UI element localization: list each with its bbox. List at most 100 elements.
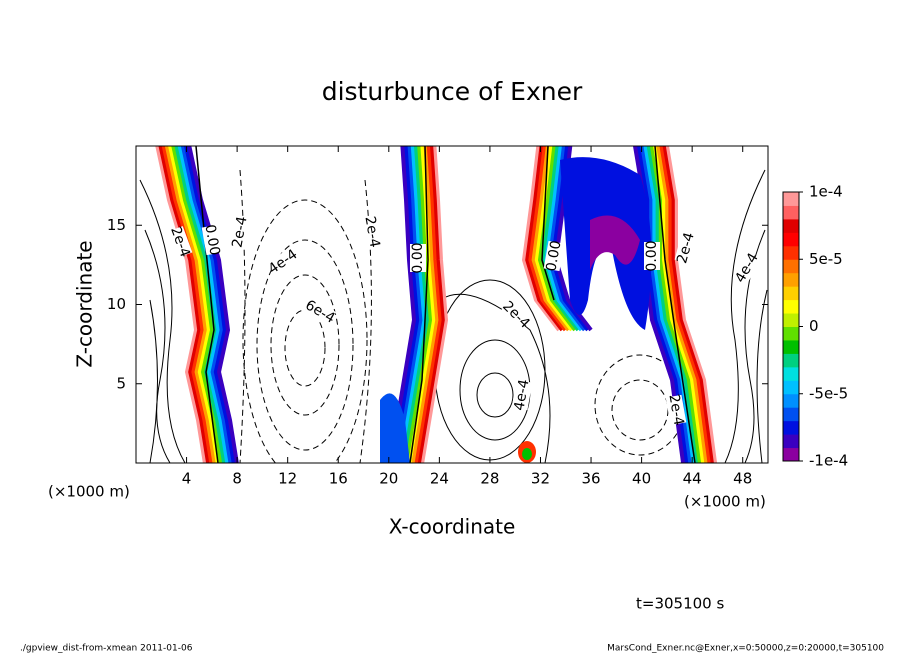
y-tick-label: 10	[107, 295, 126, 313]
contour-label: 2e-4	[499, 298, 533, 332]
label-bg	[167, 226, 193, 258]
colorbar-band	[783, 339, 799, 354]
shade-band	[397, 146, 426, 463]
colorbar-band	[783, 313, 799, 327]
zero-contour	[195, 146, 219, 463]
shade-band	[652, 146, 705, 463]
label-bg	[303, 298, 337, 326]
shade-band	[404, 146, 433, 463]
shade-band	[410, 146, 439, 463]
colorbar-band	[783, 393, 799, 408]
contour-label: 0.00	[410, 242, 426, 273]
shade-blob	[590, 215, 640, 270]
shade-band	[391, 146, 420, 463]
colorbar-band	[783, 286, 799, 301]
x-tick-label: 32	[531, 470, 550, 488]
shade-band	[534, 146, 574, 332]
shade-band	[158, 146, 211, 463]
shade-band	[528, 146, 567, 332]
contour-label: 4e-4	[732, 250, 762, 285]
shade-band	[388, 146, 417, 463]
contour-field: 2e-4 0.00 2e-44e-46e-42e-40.002e-44e-40.00…	[139, 146, 768, 463]
colorbar-band	[783, 205, 799, 220]
shade-band	[171, 146, 223, 463]
colorbar-band	[783, 326, 799, 341]
time-label: t=305100 s	[636, 595, 724, 613]
colorbar-band	[783, 232, 799, 247]
shade-band	[537, 146, 577, 332]
label-bg	[266, 247, 300, 277]
x-tick-label: 20	[379, 470, 398, 488]
x-axis-label: X-coordinate	[389, 515, 516, 539]
shade-band	[642, 146, 695, 463]
colorbar-band	[783, 353, 799, 368]
y-axis-label: Z-coordinate	[73, 240, 97, 367]
shade-band	[639, 146, 692, 463]
shade-band	[413, 146, 442, 463]
label-bg	[410, 244, 426, 272]
shade-band	[541, 146, 580, 332]
shade-band	[174, 146, 227, 463]
x-tick-label: 12	[278, 470, 297, 488]
label-bg	[644, 242, 660, 270]
contour-label: 0.00	[201, 223, 222, 256]
chart-title: disturbunce of Exner	[322, 77, 583, 106]
contour-label: 4e-4	[511, 378, 532, 412]
footer-left: ./gpview_dist-from-xmean 2011-01-06	[20, 644, 193, 654]
x-tick-label: 36	[581, 470, 600, 488]
shade-band	[161, 146, 214, 463]
contour-label: 2e-4	[361, 215, 382, 249]
shade-band	[180, 146, 233, 463]
x-tick-label: 48	[733, 470, 752, 488]
x-tick-label: 44	[683, 470, 702, 488]
shade-band	[177, 146, 230, 463]
contour-label: 0.00	[644, 240, 660, 271]
shade-blob	[522, 448, 532, 460]
colorbar-band	[783, 434, 799, 449]
x-tick-label: 28	[480, 470, 499, 488]
shade-band	[184, 146, 236, 463]
colorbar-band	[783, 218, 799, 233]
x-tick-label: 40	[632, 470, 651, 488]
contour-lines	[139, 169, 768, 463]
shade-band	[661, 146, 714, 463]
shade-band	[645, 146, 698, 463]
label-bg	[733, 251, 761, 285]
x-tick-label: 24	[430, 470, 449, 488]
label-bg	[229, 216, 251, 248]
contour-label: 0.00	[543, 239, 564, 272]
shade-band	[168, 146, 220, 463]
label-bg	[674, 232, 698, 264]
y-tick-label: 15	[107, 216, 126, 234]
colorbar-band	[783, 245, 799, 260]
colorbar-band	[783, 366, 799, 381]
colorbar-band	[783, 192, 799, 206]
shade-band	[420, 146, 449, 463]
colorbar-tick-label: -1e-4	[809, 452, 848, 470]
shade-band	[400, 146, 429, 463]
shade-band	[655, 146, 708, 463]
zero-contour	[654, 146, 696, 463]
x-unit-right: (×1000 m)	[684, 493, 766, 511]
zero-contour	[541, 146, 555, 301]
x-unit-left: (×1000 m)	[48, 483, 130, 501]
zero-contour	[409, 146, 429, 463]
contour-label: 2e-4	[674, 231, 698, 266]
shade-blob	[380, 393, 410, 463]
colorbar-band	[783, 299, 799, 314]
shade-band	[636, 146, 689, 463]
colorbar-band	[783, 380, 799, 395]
colorbar-band	[783, 420, 799, 435]
label-bg	[543, 240, 565, 272]
colorbar-tick-label: 1e-4	[809, 183, 843, 201]
label-bg	[201, 224, 223, 256]
colorbar-band	[783, 272, 799, 287]
label-bg	[511, 379, 533, 411]
footer-right: MarsCond_Exner.nc@Exner,x=0:50000,z=0:20…	[607, 644, 884, 654]
colorbar-tick-label: 5e-5	[809, 250, 843, 268]
contour-label: 2e-4	[229, 215, 250, 249]
contour-label: 4e-4	[266, 246, 301, 277]
label-bg	[361, 216, 383, 248]
shade-band	[394, 146, 423, 463]
contour-label: 2e-4	[665, 393, 686, 427]
